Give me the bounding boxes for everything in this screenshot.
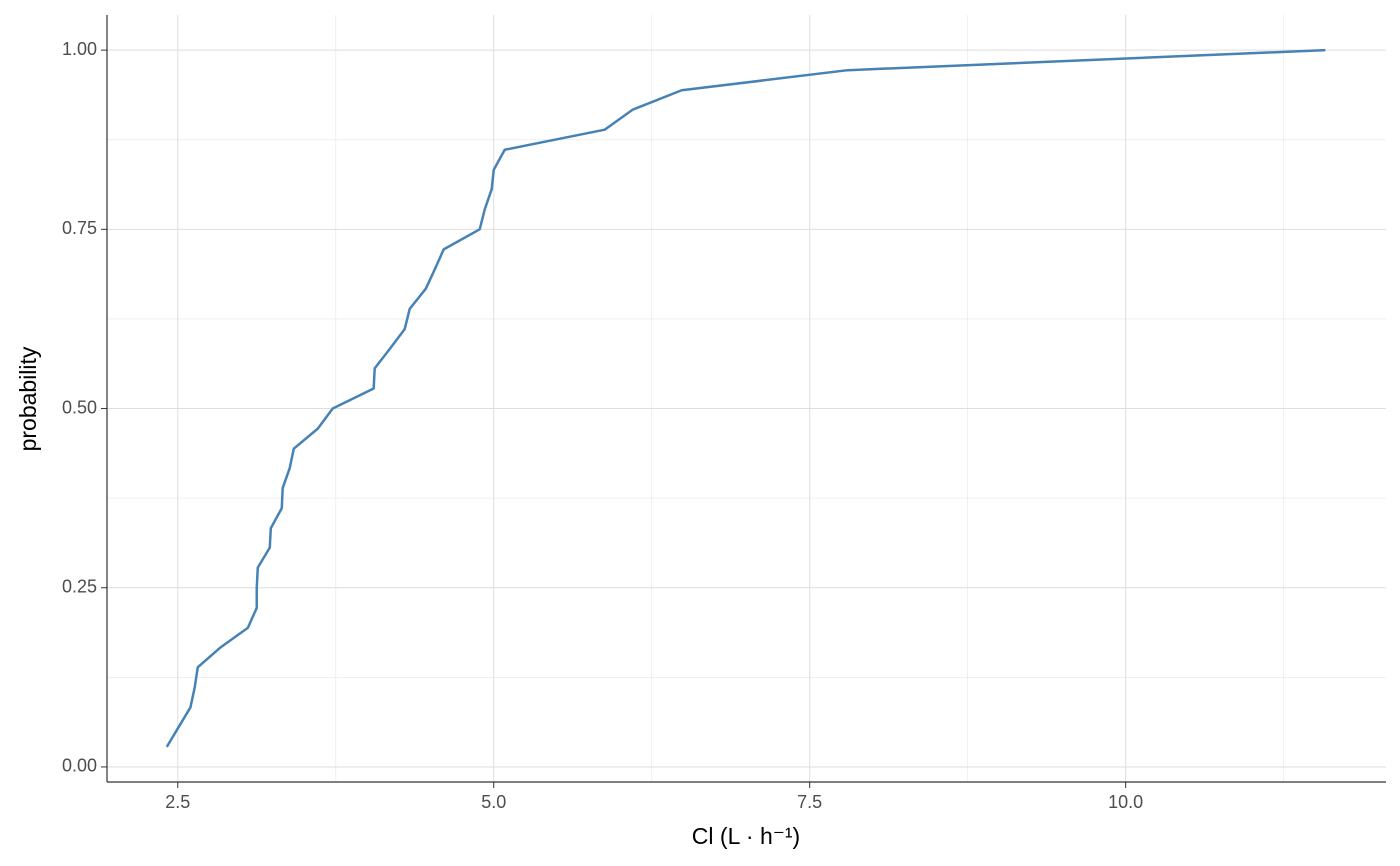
x-tick-label: 7.5	[797, 792, 822, 812]
x-tick-label: 5.0	[481, 792, 506, 812]
x-axis-title: Cl (L · h⁻¹)	[692, 823, 800, 849]
x-tick-label: 2.5	[165, 792, 190, 812]
x-tick-label: 10.0	[1108, 792, 1143, 812]
y-tick-label: 0.00	[62, 756, 97, 776]
y-axis-title: probability	[15, 346, 41, 451]
y-tick-label: 0.50	[62, 397, 97, 417]
y-tick-label: 0.75	[62, 218, 97, 238]
y-tick-label: 0.25	[62, 576, 97, 596]
y-tick-label: 1.00	[62, 39, 97, 59]
ecdf-line	[165, 48, 1326, 748]
